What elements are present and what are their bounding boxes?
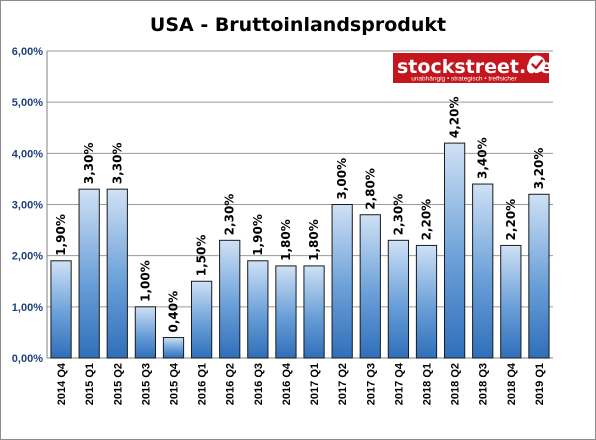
data-label: 3,40% [476,137,490,179]
checkmark-icon [528,55,546,73]
y-tick-label: 5,00% [12,97,43,109]
data-label: 4,20% [448,96,462,138]
x-tick-label: 2017 Q2 [337,363,349,405]
data-label: 1,90% [251,214,265,256]
x-tick-label: 2017 Q4 [393,362,405,405]
data-label: 1,90% [54,214,68,256]
x-tick-label: 2014 Q4 [56,362,68,405]
bar [443,142,466,359]
y-tick-label: 6,00% [12,46,43,58]
bar [247,260,269,359]
x-tick-label: 2016 Q4 [281,362,293,405]
data-label: 3,30% [110,143,124,185]
data-label: 2,30% [223,194,237,236]
bar [275,265,297,359]
plot-area: 0,00% 1,00% 2,00% 3,00% 4,00% 5,00% 6,00% 1,90%… [12,46,553,405]
data-label: 2,20% [420,199,434,241]
bar [472,183,494,359]
data-label: 0,40% [167,291,181,333]
stockstreet-logo: stockstreet.de unabhängig • strategisch … [393,53,553,83]
y-tick-label: 2,00% [12,251,43,263]
bar [162,337,185,359]
y-tick-label: 3,00% [12,200,43,212]
data-label: 3,30% [82,143,96,185]
logo-name: stockstreet.de [397,56,553,78]
x-tick-label: 2015 Q3 [140,363,152,405]
x-tick-label: 2019 Q1 [534,363,546,405]
x-tick-label: 2015 Q2 [112,363,124,405]
bar [134,306,157,359]
x-tick-label: 2016 Q3 [253,363,265,405]
x-tick-label: 2015 Q4 [169,362,181,405]
data-label: 1,50% [195,235,209,277]
bar [528,193,550,359]
logo-background [393,53,549,83]
chart-title: USA - Bruttoinlandsprodukt [150,14,446,36]
data-label: 3,20% [532,148,546,190]
x-tick-label: 2015 Q1 [84,363,96,405]
data-label: 1,80% [279,219,293,261]
bar [219,239,241,359]
x-tick-label: 2018 Q1 [422,363,434,405]
logo-tagline: unabhängig • strategisch • treffsicher [411,76,517,83]
bar [500,244,522,359]
checkmark-stroke [531,59,544,70]
bar [387,239,410,359]
y-tick-label: 1,00% [12,302,43,314]
x-tick-label: 2017 Q1 [309,363,321,405]
data-label: 1,80% [307,219,321,261]
x-tick-label: 2016 Q1 [197,363,209,405]
bar [50,260,72,359]
bar [190,280,213,359]
bar [331,204,353,359]
bar [106,188,128,359]
bar [78,188,100,359]
bar [303,265,325,359]
data-label: 3,00% [335,158,349,200]
y-tick-label: 0,00% [12,353,43,365]
x-tick-label: 2018 Q2 [450,363,462,405]
bar [415,244,438,359]
x-tick-label: 2018 Q3 [478,363,490,405]
data-label: 2,30% [391,194,405,236]
data-label: 2,20% [504,199,518,241]
y-tick-label: 4,00% [12,148,43,160]
x-tick-label: 2016 Q2 [225,363,237,405]
x-tick-label: 2018 Q4 [506,362,518,405]
bar [359,214,381,359]
x-tick-label: 2017 Q3 [365,363,377,405]
data-label: 2,80% [363,168,377,210]
data-label: 1,00% [138,260,152,302]
